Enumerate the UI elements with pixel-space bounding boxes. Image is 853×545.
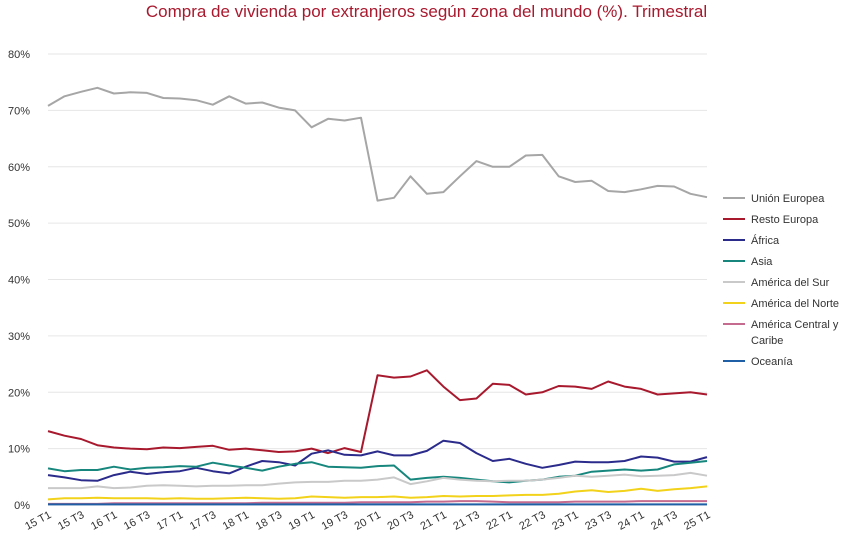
series-line-3 [47,460,708,484]
x-tick-label: 21 T1 [419,509,449,533]
y-tick-label: 40% [8,275,30,287]
series-line-5 [47,485,708,501]
legend-label: América del Sur [751,277,830,289]
chart-title: Compra de vivienda por extranjeros según… [145,2,708,21]
legend-label: América Central y Caribe [751,319,839,347]
x-tick-label: 23 T1 [550,509,580,533]
x-tick-label: 18 T3 [254,509,284,533]
x-tick-label: 25 T1 [682,509,712,533]
legend: Unión Europea Resto Europa África Asia Améri… [723,193,839,368]
x-axis-tick-labels: 15 T1 15 T3 16 T1 16 T3 17 T1 17 T3 18 T1 18 T3… [23,509,712,533]
x-tick-label: 22 T1 [484,509,514,533]
x-tick-label: 24 T1 [616,509,646,533]
y-tick-label: 0% [14,500,30,512]
legend-label: Oceanía [751,356,793,368]
y-tick-label: 70% [8,105,30,117]
x-tick-label: 19 T1 [287,509,317,533]
x-tick-label: 22 T3 [517,509,547,533]
legend-label: Asia [751,256,773,268]
y-tick-label: 20% [8,387,30,399]
legend-label: Resto Europa [751,214,819,226]
x-tick-label: 23 T3 [583,509,613,533]
y-tick-label: 80% [8,49,30,61]
series-line-2 [47,439,708,482]
y-axis-tick-labels: 0% 10% 20% 30% 40% 50% 60% 70% 80% [8,49,30,512]
series-line-6 [48,500,707,505]
x-tick-label: 19 T3 [320,509,350,533]
x-tick-label: 20 T1 [353,509,383,533]
x-tick-label: 18 T1 [221,509,251,533]
x-tick-label: 24 T3 [649,509,679,533]
x-tick-label: 15 T1 [23,509,53,533]
x-tick-label: 16 T1 [89,509,119,533]
x-tick-label: 16 T3 [122,509,152,533]
y-tick-label: 60% [8,162,30,174]
x-tick-label: 21 T3 [451,509,481,533]
legend-label: América del Norte [751,298,839,310]
x-tick-label: 17 T3 [188,509,218,533]
y-tick-label: 30% [8,331,30,343]
x-tick-label: 20 T3 [386,509,416,533]
y-tick-label: 10% [8,444,30,456]
series-line-4 [48,471,708,490]
legend-label: África [751,234,780,247]
series-lines [47,86,708,506]
series-line-0 [47,86,708,202]
grid-lines [48,53,707,450]
x-tick-label: 15 T3 [56,509,86,533]
y-tick-label: 50% [8,218,30,230]
x-tick-label: 17 T1 [155,509,185,533]
legend-label: Unión Europea [751,193,825,205]
series-line-1 [47,369,708,455]
